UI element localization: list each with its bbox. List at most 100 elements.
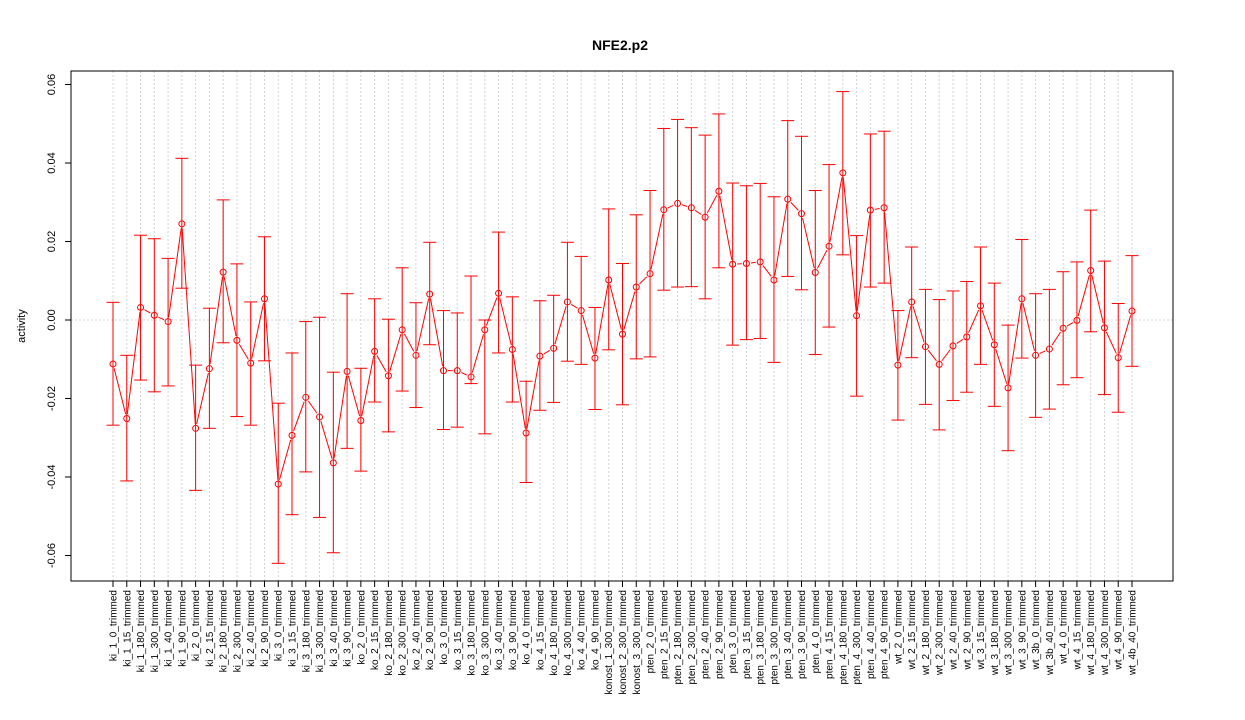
series-segment [113,368,127,415]
data-point [343,367,351,375]
x-tick-label: wt_3_300_trimmed [1004,590,1015,676]
x-tick-label: ko_3_90_trimmed [508,590,519,670]
data-point [398,326,406,334]
x-tick-label: pten_4_15_trimmed [825,590,836,679]
data-point [1114,354,1122,362]
x-tick-label: wt_3_90_trimmed [1017,590,1028,670]
data-point [701,213,709,221]
series-segment [181,228,196,424]
series-segment [376,355,387,373]
series-segment [264,303,279,480]
series-segment [485,297,498,326]
data-point [192,424,200,432]
data-point [1073,316,1081,324]
y-tick-label: 0.04 [46,152,58,173]
data-point [770,276,778,284]
x-tick-label: pten_3_15_trimmed [742,590,753,679]
x-tick-label: ko_3_15_trimmed [453,590,464,670]
series-segment [774,203,788,276]
series-segment [1039,350,1046,354]
data-point [164,318,172,326]
series-segment [706,194,718,214]
data-point [550,344,558,352]
x-tick-label: ki_2_300_trimmed [232,590,243,672]
data-point [798,210,806,218]
x-tick-label: ko_3_300_trimmed [480,590,491,676]
data-point [260,295,268,303]
data-point [288,431,296,439]
x-tick-label: pten_4_180_trimmed [838,590,849,685]
data-point [178,220,186,228]
data-point [522,429,530,437]
x-tick-label: wt_3b_40_trimmed [1045,590,1056,676]
x-tick-label: pten_3_0_trimmed [728,590,739,673]
series-segment [144,309,151,314]
data-point [963,333,971,341]
x-tick-label: pten_3_90_trimmed [797,590,808,679]
x-tick-label: wt_4_90_trimmed [1114,590,1125,670]
series-segment [898,306,912,361]
x-tick-label: pten_2_40_trimmed [701,590,712,679]
series-segment [927,349,937,362]
data-point [508,345,516,353]
x-tick-label: pten_3_300_trimmed [769,590,780,685]
x-tick-label: wt_4_0_trimmed [1059,590,1070,665]
data-point [990,341,998,349]
data-point [137,303,145,311]
x-tick-label: ki_3_15_trimmed [288,590,299,667]
x-tick-label: ki_3_90_trimmed [343,590,354,667]
data-point [880,204,888,212]
series-segment [968,309,980,333]
series-segment [816,249,828,269]
x-tick-label: ki_2_180_trimmed [219,590,230,672]
data-point [467,373,475,381]
x-tick-label: ki_3_300_trimmed [315,590,326,672]
data-point [742,259,750,267]
series-segment [581,314,595,354]
data-point [233,336,241,344]
series-segment [570,303,578,309]
x-tick-label: wt_3_180_trimmed [990,590,1001,676]
x-tick-label: ki_1_40_trimmed [164,590,175,667]
x-tick-label: ko_4_300_trimmed [563,590,574,676]
x-tick-label: ko_3_180_trimmed [467,590,478,676]
x-tick-label: ki_3_40_trimmed [329,590,340,667]
series-segment [403,333,415,352]
y-tick-label: -0.06 [46,543,58,568]
data-point [660,206,668,214]
data-point [756,258,764,266]
series-segment [609,284,622,330]
series-segment [278,439,292,480]
data-point [784,195,792,203]
data-point [316,413,324,421]
data-point [563,298,571,306]
data-point [453,367,461,375]
series-segment [941,349,951,362]
x-tick-label: pten_2_90_trimmed [714,590,725,679]
x-tick-label: pten_4_0_trimmed [811,590,822,673]
x-tick-label: ko_2_300_trimmed [398,590,409,676]
x-tick-label: wt_2_300_trimmed [935,590,946,676]
series-segment [361,355,375,417]
x-tick-label: ko_3_40_trimmed [494,590,505,670]
x-tick-label: wt_2_40_trimmed [948,590,959,670]
data-point [687,204,695,212]
data-point [481,326,489,334]
data-point [1059,324,1067,332]
x-tick-label: ko_4_15_trimmed [535,590,546,670]
series-segment [981,309,994,341]
x-tick-label: pten_4_90_trimmed [880,590,891,679]
x-tick-label: pten_4_40_trimmed [866,590,877,679]
data-point [646,270,654,278]
series-segment [543,350,550,355]
data-point [357,416,365,424]
x-tick-label: ko_2_90_trimmed [425,590,436,670]
error-bars [106,91,1139,564]
y-axis-label: activity [16,309,28,343]
series-segment [874,208,880,210]
x-tick-label: pten_2_0_trimmed [646,590,657,673]
x-tick-label: ki_1_15_trimmed [122,590,133,667]
series-segment [1022,303,1036,352]
x-tick-label: ko_4_90_trimmed [590,590,601,670]
